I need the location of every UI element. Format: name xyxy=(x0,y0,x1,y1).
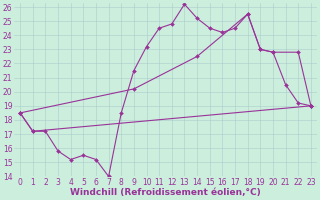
X-axis label: Windchill (Refroidissement éolien,°C): Windchill (Refroidissement éolien,°C) xyxy=(70,188,261,197)
